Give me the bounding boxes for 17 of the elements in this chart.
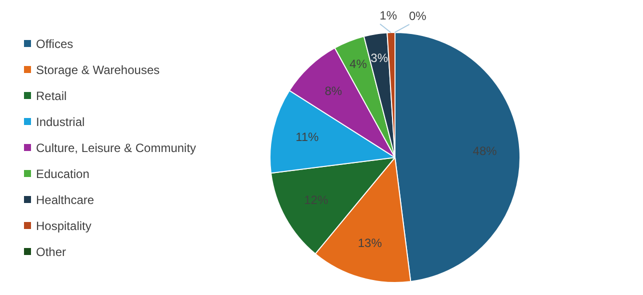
legend-label: Culture, Leisure & Community: [36, 140, 196, 154]
legend-label: Hospitality: [36, 218, 92, 232]
legend-label: Healthcare: [36, 192, 94, 206]
legend-label: Retail: [36, 88, 67, 102]
data-label: 13%: [358, 236, 382, 250]
data-label: 11%: [296, 130, 320, 144]
legend-label: Industrial: [36, 114, 85, 128]
data-label: 8%: [324, 84, 342, 98]
legend-label: Other: [36, 244, 66, 258]
text: 0%: [408, 8, 426, 23]
legend-label: Offices: [36, 36, 74, 50]
data-label: 1%: [380, 8, 398, 22]
data-label: 3%: [370, 51, 388, 66]
data-label: 48%: [472, 144, 498, 158]
legend-label: Storage & Warehouses: [36, 62, 160, 76]
data-label: 4%: [350, 56, 368, 71]
legend-label: Education: [36, 166, 90, 180]
